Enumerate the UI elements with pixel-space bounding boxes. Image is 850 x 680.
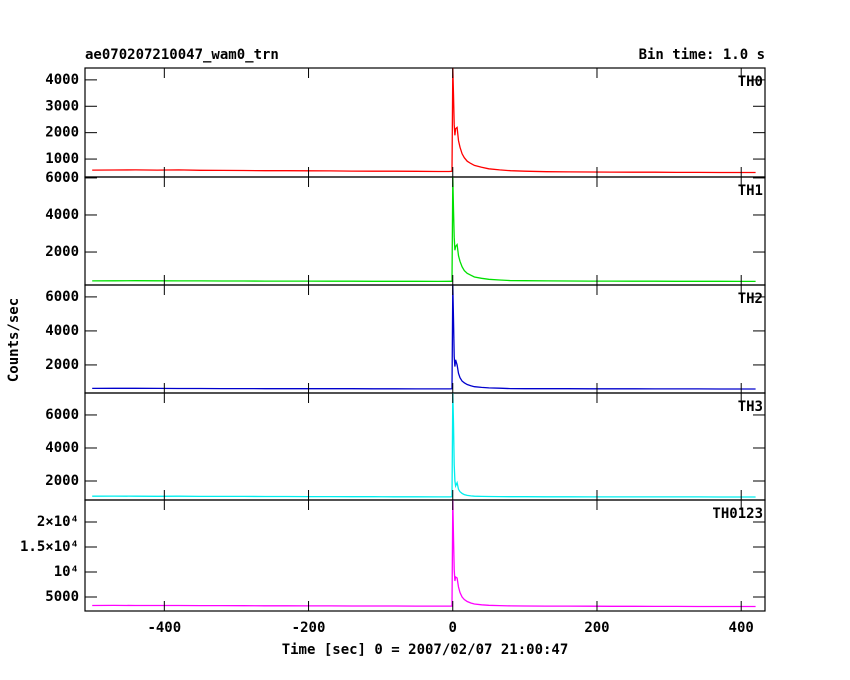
x-tick-label: -200	[292, 620, 326, 636]
x-tick-label: -400	[147, 620, 181, 636]
panel-frame	[84, 499, 766, 612]
y-tick-label: 2000	[45, 244, 79, 260]
panel-frame	[84, 284, 766, 394]
x-axis-label: Time [sec] 0 = 2007/02/07 21:00:47	[282, 642, 569, 658]
panel-frame	[84, 392, 766, 501]
y-tick-label: 10⁴	[54, 564, 79, 580]
y-tick-label: 4000	[45, 323, 79, 339]
light-curve	[92, 392, 756, 498]
x-tick-label: 400	[729, 620, 754, 636]
y-tick-label: 6000	[45, 289, 79, 305]
y-tick-label: 2000	[45, 125, 79, 141]
y-tick-label: 6000	[45, 407, 79, 423]
y-tick-label: 4000	[45, 440, 79, 456]
y-tick-label: 3000	[45, 98, 79, 114]
panel-label: TH1	[738, 183, 763, 199]
y-tick-label: 2000	[45, 357, 79, 373]
y-tick-label: 5000	[45, 589, 79, 605]
panel-label: TH0	[738, 74, 763, 90]
chart-title: ae070207210047_wam0_trn	[85, 47, 279, 63]
panel-label: TH3	[738, 399, 763, 415]
light-curve	[92, 67, 756, 174]
y-axis-label: Counts/sec	[6, 298, 22, 382]
panel-frame	[84, 67, 766, 178]
y-tick-label: 2×10⁴	[37, 514, 79, 530]
light-curve	[92, 499, 756, 608]
y-tick-label: 1.5×10⁴	[20, 539, 79, 555]
x-tick-label: 0	[449, 620, 457, 636]
x-tick-label: 200	[584, 620, 609, 636]
y-tick-label: 4000	[45, 72, 79, 88]
y-tick-label: 2000	[45, 473, 79, 489]
y-tick-label: 4000	[45, 207, 79, 223]
light-curve	[92, 176, 756, 283]
y-tick-label: 6000	[45, 170, 79, 186]
light-curve	[92, 284, 756, 390]
panel-label: TH0123	[712, 506, 763, 522]
y-tick-label: 1000	[45, 151, 79, 167]
panel-frame	[84, 176, 766, 286]
panel-label: TH2	[738, 291, 763, 307]
bin-time: Bin time: 1.0 s	[639, 47, 765, 63]
